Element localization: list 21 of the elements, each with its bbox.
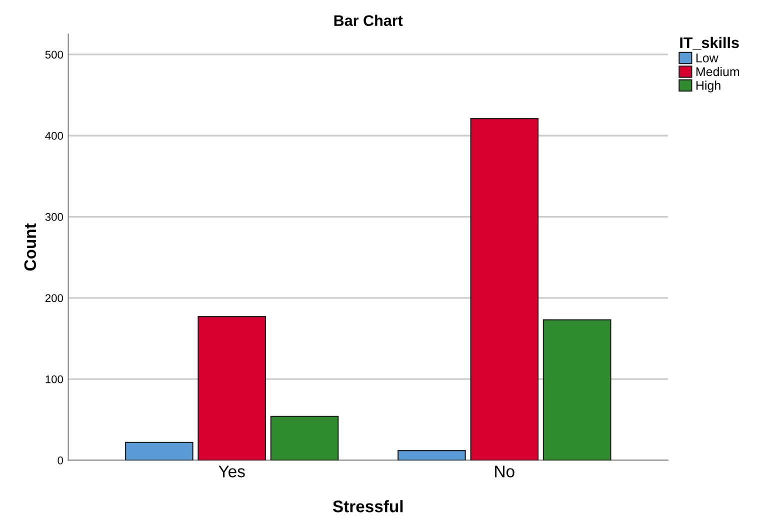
x-axis-title: Stressful (332, 500, 403, 512)
bar (470, 118, 539, 460)
y-tick-label: 0 (58, 456, 64, 464)
legend-label: Low (696, 54, 718, 62)
chart-title: Bar Chart (334, 14, 403, 26)
y-tick-label: 500 (45, 50, 64, 59)
legend-label: High (696, 80, 720, 92)
y-tick-label: 100 (46, 375, 64, 384)
bar (270, 416, 339, 460)
x-tick-label: No (495, 466, 514, 478)
legend-title: IT_skills (680, 36, 739, 50)
bar (542, 319, 612, 460)
y-tick-label: 300 (45, 213, 64, 221)
bar (198, 316, 266, 460)
y-axis-title: Count (24, 223, 36, 271)
x-tick-label: Yes (218, 466, 245, 478)
bar (398, 450, 466, 460)
legend-label: Medium (696, 66, 740, 76)
bar (124, 442, 194, 460)
y-tick-label: 200 (45, 294, 64, 302)
y-tick-label: 400 (45, 132, 64, 140)
